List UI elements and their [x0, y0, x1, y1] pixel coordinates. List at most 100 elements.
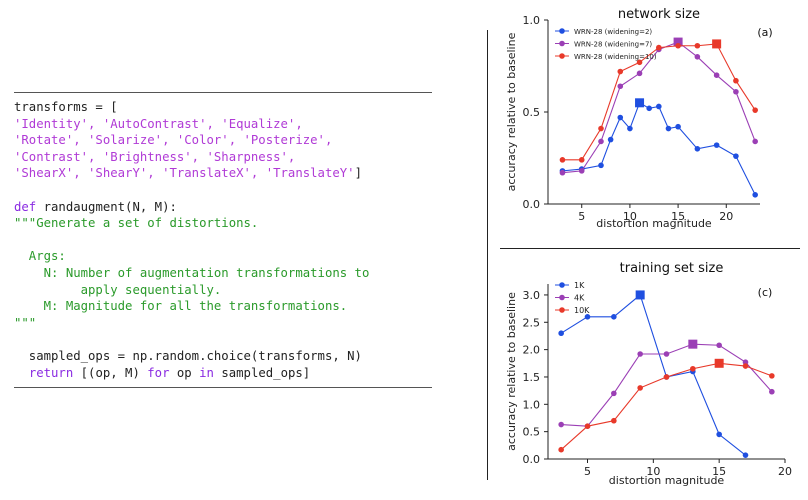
data-point [742, 452, 749, 458]
data-point [617, 114, 624, 121]
code-token: 'Contrast', 'Brightness', 'Sharpness', [14, 149, 296, 164]
vertical-divider [487, 30, 488, 480]
y-axis-label: accuracy relative to baseline [505, 32, 518, 191]
data-point [611, 314, 617, 320]
data-point [716, 431, 722, 438]
code-token: N: Number of augmentation transformation… [14, 265, 370, 280]
code-token: """Generate a set of distortions. [14, 216, 259, 231]
data-point [713, 142, 720, 148]
best-point-marker [688, 339, 698, 349]
legend-marker [559, 294, 565, 301]
y-tick-label: 0.0 [523, 453, 541, 466]
code-token: def [14, 199, 44, 214]
legend-label: 4K [574, 294, 585, 303]
data-point [598, 125, 604, 132]
y-axis-label: accuracy relative to baseline [505, 292, 518, 451]
data-point [742, 359, 749, 366]
x-tick-label: 15 [671, 210, 685, 223]
code-line: def randaugment(N, M): [14, 199, 432, 216]
data-point [742, 363, 749, 369]
panel-label: (c) [758, 286, 773, 299]
y-tick-label: 0.5 [523, 106, 541, 119]
data-point [558, 446, 564, 453]
data-point [559, 157, 566, 163]
series-line [560, 293, 746, 456]
legend-label: WRN-28 (widening=7) [574, 41, 652, 49]
legend-marker [559, 282, 565, 288]
y-tick-label: 0.0 [523, 198, 541, 211]
data-point [663, 351, 670, 357]
data-point [584, 423, 591, 429]
data-point [713, 72, 720, 78]
code-token: 'ShearX', 'ShearY', 'TranslateX', 'Trans… [14, 166, 355, 181]
x-axis-label: distortion magnitude [609, 474, 725, 487]
best-point-marker [673, 37, 683, 47]
x-tick-label: 15 [712, 465, 726, 478]
best-point-marker [714, 358, 724, 368]
code-token: [(op, M) [80, 365, 148, 380]
code-token: return [28, 365, 81, 380]
code-line: M: Magnitude for all the transformations… [14, 298, 432, 315]
data-point [617, 83, 624, 90]
data-point [665, 125, 672, 132]
best-point-marker [635, 290, 645, 300]
data-point [559, 169, 566, 176]
x-tick-label: 20 [778, 465, 792, 478]
best-point-marker [712, 39, 722, 49]
y-tick-label: 1.0 [523, 398, 541, 411]
code-token: sampled_ops] [221, 365, 311, 380]
data-point [607, 136, 614, 143]
data-point [694, 146, 701, 152]
code-line: return [(op, M) for op in sampled_ops] [14, 365, 432, 382]
code-token: randaugment(N, M): [43, 199, 177, 214]
code-token: 'Identity', 'AutoContrast', 'Equalize', [14, 116, 303, 131]
data-point [656, 103, 662, 110]
code-token: ] [354, 166, 362, 181]
data-point [752, 138, 758, 145]
code-line: apply sequentially. [14, 282, 432, 299]
data-point [636, 59, 643, 66]
code-token: transforms = [ [14, 100, 118, 114]
chart-title: network size [618, 7, 700, 22]
y-tick-label: 3.0 [523, 289, 541, 302]
data-point [694, 54, 701, 60]
data-point [558, 330, 564, 337]
data-point [598, 138, 604, 145]
data-point [733, 77, 739, 84]
data-point [584, 314, 591, 320]
panel-label: (a) [757, 26, 772, 39]
data-point [611, 390, 617, 397]
data-point [690, 365, 696, 372]
best-point-marker [635, 98, 645, 108]
code-line: sampled_ops = np.random.choice(transform… [14, 348, 432, 365]
legend-label: 10K [574, 306, 590, 315]
data-point [752, 107, 758, 113]
data-point [637, 385, 643, 391]
data-point [578, 157, 585, 163]
legend-marker [559, 40, 565, 47]
data-point [752, 192, 758, 198]
y-tick-label: 0.5 [523, 426, 541, 439]
data-point [733, 153, 739, 159]
code-line: 'Contrast', 'Brightness', 'Sharpness', [14, 149, 432, 166]
data-point [627, 125, 633, 132]
code-line: 'Rotate', 'Solarize', 'Color', 'Posteriz… [14, 132, 432, 149]
code-token: Args: [14, 249, 66, 264]
legend-marker [559, 28, 565, 34]
legend-label: 1K [574, 281, 585, 290]
code-line: transforms = [ [14, 99, 432, 116]
code-token: 'Rotate', 'Solarize', 'Color', 'Posteriz… [14, 133, 333, 148]
data-point [769, 388, 775, 395]
legend-marker [559, 53, 565, 59]
x-tick-label: 10 [646, 465, 660, 478]
data-point [733, 88, 739, 95]
data-point [675, 123, 681, 130]
data-point [558, 421, 564, 428]
data-point [663, 374, 670, 380]
legend-marker [559, 307, 565, 313]
legend-label: WRN-28 (widening=10) [574, 53, 657, 61]
data-point [646, 105, 652, 112]
code-token: sampled_ops = np.random.choice(transform… [14, 348, 362, 363]
